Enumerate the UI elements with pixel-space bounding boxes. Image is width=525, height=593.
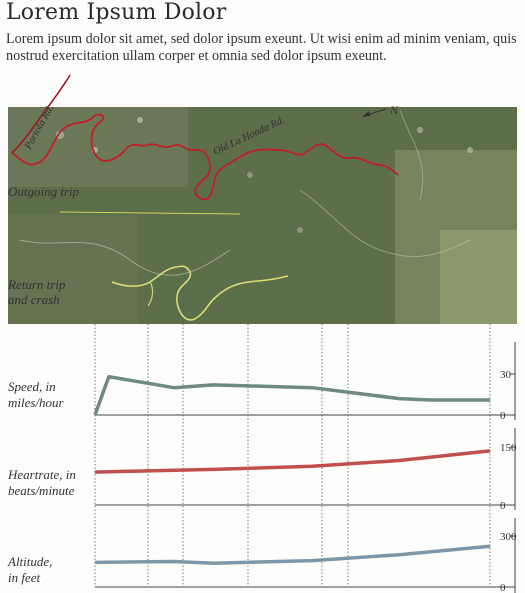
north-label: N <box>389 103 399 117</box>
map-road-light <box>399 109 424 201</box>
map-road-light <box>299 189 471 258</box>
outgoing-trip-marker-line <box>59 211 241 215</box>
map-building <box>297 227 303 233</box>
return-trip-label-line1: Return trip <box>7 277 66 292</box>
altitude-panel: 300 0 Altitude, in feet <box>7 518 517 593</box>
outgoing-route <box>11 113 399 201</box>
map-building <box>137 117 143 123</box>
speed-label-line1: Speed, in <box>8 379 56 394</box>
map-building <box>56 131 64 139</box>
heartrate-line <box>94 449 491 474</box>
north-arrow-head-icon <box>362 111 370 117</box>
portola-road <box>11 74 71 154</box>
altitude-label-line1: Altitude, <box>7 554 52 569</box>
map-road-light <box>19 239 231 276</box>
speed-panel: 30 0 Speed, in miles/hour <box>8 342 516 422</box>
satellite-map <box>8 107 517 324</box>
return-route-spur <box>147 281 154 307</box>
page-title: Lorem Ipsum Dolor <box>6 0 227 25</box>
intro-paragraph: Lorem ipsum dolor sit amet, sed dolor ip… <box>6 31 517 64</box>
map-lowland <box>8 215 138 324</box>
altitude-tick-label-0: 0 <box>500 582 506 593</box>
speed-line <box>93 374 490 416</box>
map-building <box>417 127 423 133</box>
map-meadow <box>440 230 517 324</box>
altitude-label-line2: in feet <box>8 570 41 585</box>
altitude-line <box>94 544 491 565</box>
heartrate-label-line2: beats/minute <box>8 483 75 498</box>
return-trip-label-line2: and crash <box>8 292 60 307</box>
heartrate-label-line1: Heartrate, in <box>7 467 76 482</box>
heartrate-tick-label-150: 150 <box>500 442 517 454</box>
map-building <box>247 172 253 178</box>
speed-tick-label-30: 30 <box>500 369 512 381</box>
heartrate-tick-label-0: 0 <box>500 500 506 512</box>
altitude-tick-label-300: 300 <box>500 531 517 543</box>
speed-label-line2: miles/hour <box>8 395 65 410</box>
outgoing-trip-label: Outgoing trip <box>8 184 80 199</box>
speed-tick-label-0: 0 <box>500 410 506 422</box>
heartrate-panel: 150 0 Heartrate, in beats/minute <box>7 428 517 512</box>
map-building <box>467 147 473 153</box>
return-route <box>111 265 289 321</box>
